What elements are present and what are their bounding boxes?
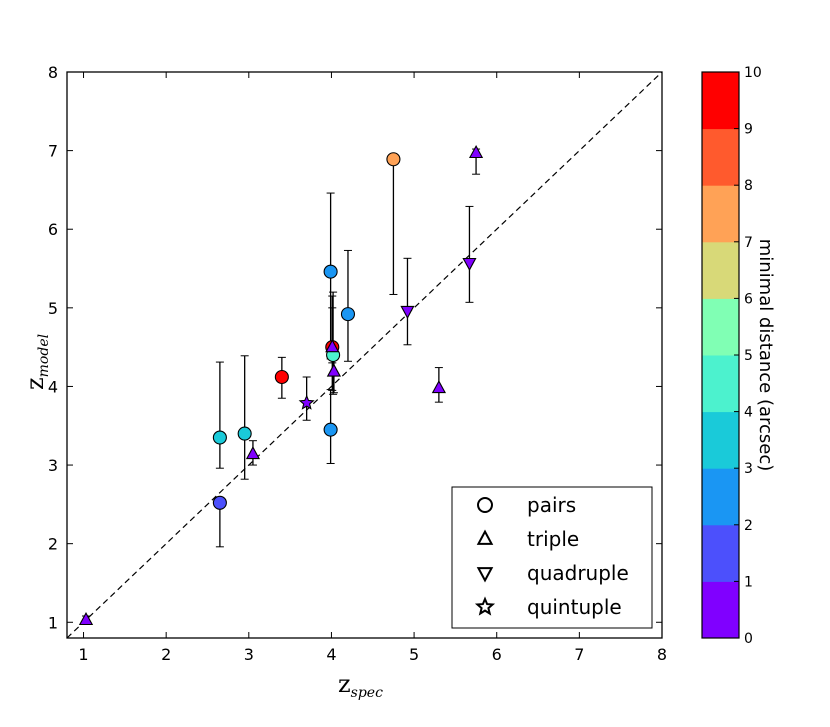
x-tick-label: 2	[161, 645, 171, 664]
colorbar-band	[702, 355, 739, 413]
x-tick-label: 7	[574, 645, 584, 664]
data-point-circle	[340, 307, 356, 322]
data-point-circle	[237, 426, 252, 441]
y-axis-label: zmodel	[21, 334, 52, 390]
colorbar-tick-label: 5	[744, 348, 753, 364]
data-point-circle	[212, 430, 227, 445]
y-tick-label: 4	[48, 377, 58, 396]
data-points	[78, 144, 484, 626]
x-tick-label: 8	[657, 645, 667, 664]
legend-label: quadruple	[527, 561, 629, 585]
colorbar-tick-label: 3	[744, 461, 753, 477]
data-point-circle	[323, 264, 338, 279]
legend-marker-triangle-up	[476, 529, 494, 545]
colorbar: 0 1 2 3 4 5 6 7 8 9 10 minimal distance (arcsec)	[701, 65, 776, 647]
colorbar-tick-label: 2	[744, 518, 753, 534]
colorbar-tick-label: 8	[744, 178, 753, 194]
colorbar-band	[702, 72, 739, 130]
data-point-circle	[274, 369, 289, 385]
colorbar-band	[702, 241, 739, 299]
colorbar-tick-label: 10	[744, 65, 762, 81]
one-to-one-reference-line	[66, 71, 663, 639]
colorbar-band	[702, 128, 739, 186]
colorbar-band	[702, 581, 739, 639]
axis-ticks: 1 2 3 4 5 6 7 8 1 2 3 4 5 6 7 8	[48, 63, 667, 664]
legend-marker-triangle-down	[476, 567, 494, 583]
colorbar-band	[702, 468, 739, 526]
x-tick-label: 1	[78, 645, 88, 664]
x-tick-label: 4	[326, 645, 336, 664]
x-tick-label: 3	[244, 645, 254, 664]
y-tick-label: 2	[48, 535, 58, 554]
x-tick-label: 5	[409, 645, 419, 664]
legend-marker-star	[474, 596, 496, 616]
data-point-triangle-up	[468, 144, 484, 159]
data-point-triangle-up	[326, 363, 342, 377]
colorbar-band	[702, 411, 739, 469]
data-point-circle	[386, 152, 401, 167]
legend: pairs triple quadruple quintuple	[451, 486, 653, 629]
colorbar-band	[702, 524, 739, 582]
legend-box	[451, 486, 653, 629]
colorbar-tick-label: 6	[744, 291, 753, 307]
colorbar-band	[702, 185, 739, 243]
legend-marker-circle	[477, 497, 493, 513]
data-point-triangle-down	[462, 257, 477, 271]
data-point-triangle-up	[325, 339, 340, 353]
data-point-circle	[323, 422, 338, 437]
y-tick-label: 1	[48, 613, 58, 632]
data-point-triangle-down	[400, 305, 415, 319]
reference-line-layer	[66, 71, 663, 639]
colorbar-tick-label: 9	[744, 122, 753, 138]
colorbar-tick-label: 1	[744, 574, 753, 590]
legend-label: quintuple	[527, 595, 622, 619]
y-tick-label: 3	[48, 456, 58, 475]
data-point-circle	[212, 495, 227, 510]
y-tick-label: 8	[48, 63, 58, 82]
colorbar-tick-label: 7	[744, 235, 753, 251]
legend-label: triple	[527, 527, 579, 551]
legend-label: pairs	[527, 493, 576, 517]
y-tick-label: 6	[48, 220, 58, 239]
plot-frame	[66, 71, 663, 639]
data-point-triangle-up	[245, 446, 261, 460]
x-axis-label: zspec	[338, 670, 383, 701]
colorbar-band	[702, 298, 739, 356]
colorbar-tick-label: 0	[744, 631, 753, 647]
colorbar-tick-label: 4	[744, 405, 753, 421]
data-point-triangle-up	[78, 611, 94, 626]
x-tick-label: 6	[492, 645, 502, 664]
data-point-triangle-up	[431, 380, 447, 394]
y-tick-label: 5	[48, 299, 58, 318]
data-point-star	[298, 394, 315, 410]
colorbar-title: minimal distance (arcsec)	[755, 239, 776, 472]
y-tick-label: 7	[48, 142, 58, 161]
